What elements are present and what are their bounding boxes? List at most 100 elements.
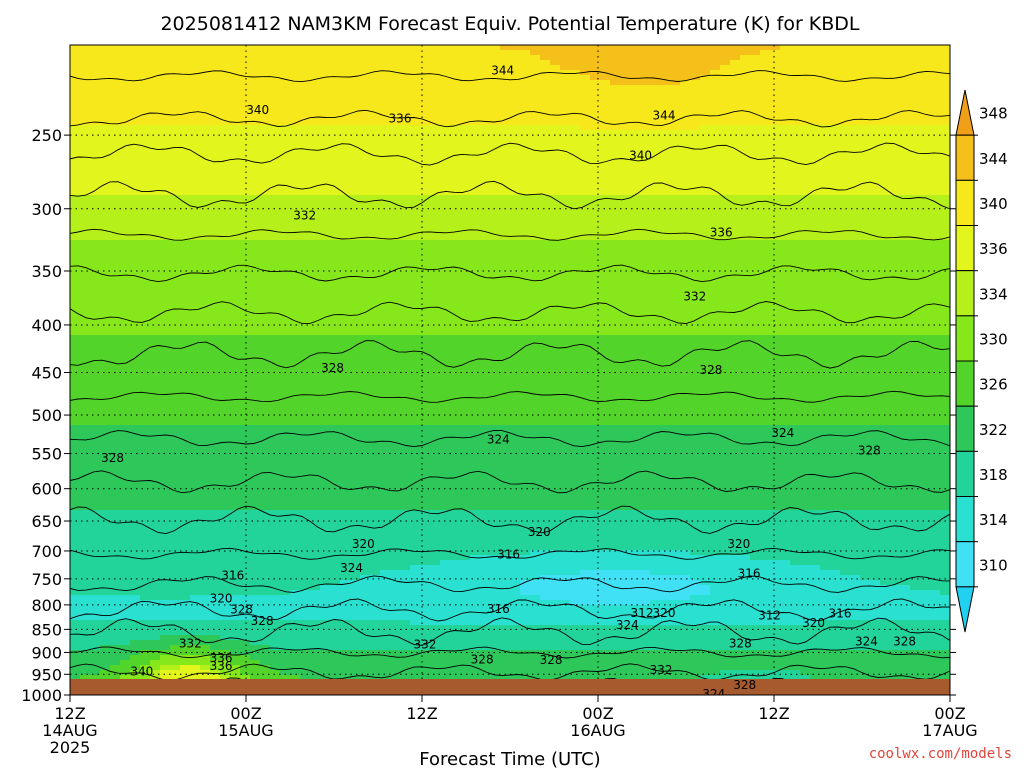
field-cell (640, 220, 651, 226)
field-cell (870, 130, 881, 136)
field-cell (610, 205, 621, 211)
field-cell (560, 175, 571, 181)
field-cell (230, 200, 241, 206)
field-cell (600, 190, 611, 196)
field-cell (930, 125, 941, 131)
field-cell (600, 80, 611, 86)
field-cell (100, 50, 111, 56)
field-cell (570, 160, 581, 166)
field-cell (520, 90, 531, 96)
field-cell (690, 160, 701, 166)
field-cell (190, 305, 201, 311)
field-cell (100, 115, 111, 121)
field-cell (440, 200, 451, 206)
field-cell (580, 110, 591, 116)
field-cell (370, 75, 381, 81)
field-cell (90, 125, 101, 131)
field-cell (720, 305, 731, 311)
field-cell (790, 45, 801, 51)
field-cell (270, 320, 281, 326)
field-cell (740, 90, 751, 96)
field-cell (450, 115, 461, 121)
field-cell (150, 315, 161, 321)
field-cell (80, 280, 91, 286)
field-cell (590, 165, 601, 171)
field-cell (70, 215, 81, 221)
field-cell (180, 235, 191, 241)
field-cell (780, 230, 791, 236)
field-cell (840, 245, 851, 251)
field-cell (410, 125, 421, 131)
field-cell (90, 320, 101, 326)
field-cell (260, 195, 271, 201)
field-cell (130, 250, 141, 256)
field-cell (400, 105, 411, 111)
field-cell (130, 110, 141, 116)
field-cell (70, 250, 81, 256)
field-cell (600, 100, 611, 106)
field-cell (300, 85, 311, 91)
field-cell (870, 55, 881, 61)
field-cell (470, 305, 481, 311)
field-cell (500, 295, 511, 301)
field-cell (270, 290, 281, 296)
field-cell (290, 195, 301, 201)
field-cell (470, 250, 481, 256)
field-cell (730, 115, 741, 121)
field-cell (420, 265, 431, 271)
field-cell (830, 265, 841, 271)
field-cell (940, 100, 950, 106)
field-cell (640, 165, 651, 171)
field-cell (820, 55, 831, 61)
field-cell (450, 255, 461, 261)
field-cell (490, 70, 501, 76)
field-cell (780, 160, 791, 166)
field-cell (740, 130, 751, 136)
field-cell (650, 50, 661, 56)
field-cell (450, 195, 461, 201)
field-cell (130, 90, 141, 96)
field-cell (840, 250, 851, 256)
field-cell (160, 225, 171, 231)
field-cell (180, 45, 191, 51)
field-cell (850, 230, 861, 236)
field-cell (350, 320, 361, 326)
field-cell (700, 320, 711, 326)
field-cell (440, 160, 451, 166)
field-cell (640, 275, 651, 281)
field-cell (780, 280, 791, 286)
field-cell (780, 65, 791, 71)
field-cell (380, 55, 391, 61)
field-cell (830, 95, 841, 101)
field-cell (260, 215, 271, 221)
field-cell (700, 120, 711, 126)
field-cell (700, 130, 711, 136)
field-cell (530, 130, 541, 136)
field-cell (150, 310, 161, 316)
field-cell (370, 50, 381, 56)
field-cell (350, 315, 361, 321)
field-cell (430, 215, 441, 221)
field-cell (290, 50, 301, 56)
field-cell (80, 145, 91, 151)
field-cell (420, 160, 431, 166)
field-cell (250, 145, 261, 151)
field-cell (690, 260, 701, 266)
field-cell (850, 105, 861, 111)
field-cell (680, 315, 691, 321)
field-cell (660, 45, 671, 51)
field-cell (200, 325, 211, 331)
field-cell (490, 155, 501, 161)
field-cell (160, 245, 171, 251)
field-cell (150, 165, 161, 171)
field-cell (200, 185, 211, 191)
field-cell (570, 205, 581, 211)
field-cell (220, 140, 231, 146)
field-cell (180, 320, 191, 326)
field-cell (810, 190, 821, 196)
field-cell (540, 115, 551, 121)
field-cell (220, 320, 231, 326)
field-cell (870, 160, 881, 166)
field-cell (130, 305, 141, 311)
field-cell (610, 125, 621, 131)
